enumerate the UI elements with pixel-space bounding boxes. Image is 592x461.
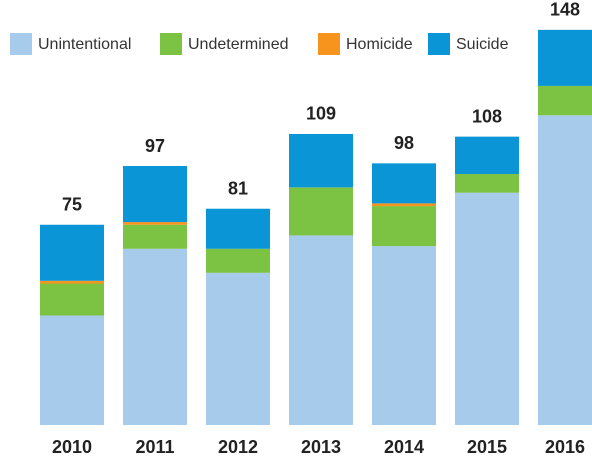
bar-segment bbox=[372, 163, 436, 204]
total-label: 81 bbox=[228, 178, 248, 198]
bar-segment bbox=[289, 235, 353, 425]
bar-segment bbox=[372, 203, 436, 207]
bar-segment bbox=[538, 29, 592, 86]
legend-swatch bbox=[318, 33, 340, 55]
bar-segment bbox=[40, 224, 104, 281]
bar-segment bbox=[455, 174, 519, 193]
x-tick-label: 2014 bbox=[384, 437, 424, 457]
legend-label: Unintentional bbox=[38, 36, 131, 53]
bar-segment bbox=[206, 248, 270, 273]
bar-segment bbox=[123, 224, 187, 249]
bar-segment bbox=[40, 280, 104, 284]
total-label: 75 bbox=[62, 195, 82, 215]
bar-segment bbox=[455, 192, 519, 425]
legend-swatch bbox=[428, 33, 450, 55]
bar-segment bbox=[455, 136, 519, 175]
bar-segment bbox=[289, 133, 353, 188]
bar-segment bbox=[40, 283, 104, 316]
total-label: 108 bbox=[472, 106, 502, 126]
bar-segment bbox=[123, 222, 187, 225]
x-tick-label: 2016 bbox=[545, 437, 585, 457]
bar-segment bbox=[206, 208, 270, 249]
legend-label: Homicide bbox=[346, 36, 413, 53]
legend-label: Suicide bbox=[456, 36, 509, 53]
total-label: 148 bbox=[550, 0, 580, 20]
bar-segment bbox=[289, 187, 353, 236]
bar-segment bbox=[372, 206, 436, 247]
x-tick-label: 2010 bbox=[52, 437, 92, 457]
bar-segment bbox=[206, 272, 270, 425]
bar-segment bbox=[40, 315, 104, 425]
legend-label: Undetermined bbox=[188, 36, 289, 53]
total-label: 109 bbox=[306, 104, 336, 124]
total-label: 97 bbox=[145, 136, 165, 156]
legend-swatch bbox=[10, 33, 32, 55]
bar-segment bbox=[538, 115, 592, 425]
x-tick-label: 2012 bbox=[218, 437, 258, 457]
bar-segment bbox=[372, 246, 436, 425]
x-tick-label: 2015 bbox=[467, 437, 507, 457]
bar-segment bbox=[123, 248, 187, 425]
legend-swatch bbox=[160, 33, 182, 55]
total-label: 98 bbox=[394, 133, 414, 153]
bar-segment bbox=[123, 166, 187, 223]
bar-segment bbox=[538, 85, 592, 116]
x-tick-label: 2011 bbox=[135, 437, 174, 457]
x-tick-label: 2013 bbox=[301, 437, 341, 457]
